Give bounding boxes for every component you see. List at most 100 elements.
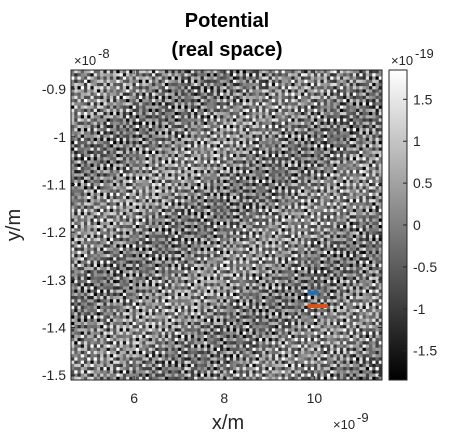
heatmap-cell bbox=[323, 102, 328, 106]
heatmap-cell bbox=[307, 70, 312, 74]
heatmap-cell bbox=[116, 205, 120, 210]
heatmap-cell bbox=[294, 221, 299, 226]
heatmap-cell bbox=[142, 183, 146, 187]
heatmap-cell bbox=[181, 99, 185, 103]
heatmap-cell bbox=[103, 225, 107, 229]
heatmap-cell bbox=[365, 186, 370, 190]
heatmap-cell bbox=[103, 92, 107, 97]
heatmap-cell bbox=[119, 221, 124, 226]
heatmap-cell bbox=[326, 131, 331, 135]
heatmap-cell bbox=[317, 199, 321, 203]
heatmap-cell bbox=[126, 70, 130, 74]
heatmap-cell bbox=[275, 218, 279, 223]
heatmap-cell bbox=[155, 144, 159, 148]
heatmap-cell bbox=[80, 131, 85, 135]
heatmap-cell bbox=[90, 121, 95, 126]
heatmap-cell bbox=[83, 141, 88, 145]
heatmap-cell bbox=[343, 208, 347, 213]
heatmap-cell bbox=[190, 205, 195, 210]
heatmap-cell bbox=[313, 70, 318, 74]
heatmap-cell bbox=[216, 225, 221, 229]
heatmap-cell bbox=[93, 102, 98, 106]
heatmap-cell bbox=[271, 228, 276, 232]
heatmap-cell bbox=[142, 176, 146, 181]
heatmap-cell bbox=[297, 183, 302, 187]
heatmap-cell bbox=[333, 79, 337, 84]
heatmap-cell bbox=[207, 108, 211, 113]
heatmap-cell bbox=[375, 128, 380, 132]
heatmap-cell bbox=[330, 186, 334, 190]
heatmap-cell bbox=[304, 150, 308, 155]
heatmap-cell bbox=[281, 228, 286, 232]
heatmap-cell bbox=[139, 92, 143, 97]
heatmap-cell bbox=[239, 186, 244, 190]
heatmap-cell bbox=[236, 221, 240, 226]
heatmap-cell bbox=[139, 150, 143, 155]
heatmap-cell bbox=[369, 170, 373, 174]
heatmap-cell bbox=[346, 92, 350, 97]
heatmap-cell bbox=[177, 102, 182, 106]
heatmap-cell bbox=[239, 225, 244, 229]
heatmap-cell bbox=[307, 153, 312, 158]
heatmap-cell bbox=[242, 105, 247, 110]
heatmap-cell bbox=[359, 86, 363, 90]
heatmap-cell bbox=[220, 195, 224, 200]
heatmap-cell bbox=[262, 195, 266, 200]
heatmap-cell bbox=[203, 147, 208, 152]
heatmap-cell bbox=[330, 170, 334, 174]
heatmap-cell bbox=[71, 192, 75, 197]
heatmap-cell bbox=[122, 141, 127, 145]
heatmap-cell bbox=[304, 221, 308, 226]
heatmap-cell bbox=[216, 141, 221, 145]
heatmap-cell bbox=[151, 221, 156, 226]
heatmap-cell bbox=[304, 176, 308, 181]
heatmap-cell bbox=[171, 124, 176, 129]
heatmap-cell bbox=[226, 195, 231, 200]
heatmap-cell bbox=[96, 79, 101, 84]
heatmap-cell bbox=[132, 195, 137, 200]
heatmap-cell bbox=[323, 157, 328, 161]
heatmap-cell bbox=[200, 221, 205, 226]
heatmap-cell bbox=[113, 108, 117, 113]
heatmap-cell bbox=[320, 121, 325, 126]
heatmap-cell bbox=[258, 163, 263, 168]
heatmap-cell bbox=[122, 166, 127, 171]
heatmap-cell bbox=[252, 102, 257, 106]
heatmap-cell bbox=[255, 121, 260, 126]
heatmap-cell bbox=[168, 70, 172, 74]
heatmap-cell bbox=[197, 173, 201, 177]
heatmap-cell bbox=[207, 131, 211, 135]
heatmap-cell bbox=[174, 212, 179, 216]
heatmap-cell bbox=[74, 73, 78, 77]
heatmap-cell bbox=[106, 86, 111, 90]
heatmap-cell bbox=[126, 183, 130, 187]
heatmap-cell bbox=[184, 102, 188, 106]
heatmap-cell bbox=[93, 70, 98, 74]
heatmap-cell bbox=[87, 205, 91, 210]
heatmap-cell bbox=[288, 205, 292, 210]
heatmap-cell bbox=[326, 221, 331, 226]
heatmap-cell bbox=[239, 189, 244, 194]
heatmap-cell bbox=[239, 173, 244, 177]
heatmap-cell bbox=[122, 153, 127, 158]
heatmap-cell bbox=[142, 141, 146, 145]
heatmap-cell bbox=[352, 208, 357, 213]
heatmap-cell bbox=[122, 99, 127, 103]
heatmap-cell bbox=[158, 99, 163, 103]
heatmap-cell bbox=[275, 141, 279, 145]
heatmap-cell bbox=[122, 150, 127, 155]
heatmap-cell bbox=[313, 102, 318, 106]
heatmap-cell bbox=[362, 99, 367, 103]
heatmap-cell bbox=[132, 99, 137, 103]
heatmap-cell bbox=[320, 163, 325, 168]
heatmap-cell bbox=[301, 202, 305, 206]
heatmap-cell bbox=[126, 79, 130, 84]
heatmap-cell bbox=[275, 166, 279, 171]
heatmap-cell bbox=[330, 121, 334, 126]
heatmap-cell bbox=[301, 189, 305, 194]
heatmap-cell bbox=[375, 218, 380, 223]
heatmap-cell bbox=[326, 128, 331, 132]
heatmap-cell bbox=[258, 166, 263, 171]
heatmap-cell bbox=[213, 202, 218, 206]
heatmap-cell bbox=[278, 208, 282, 213]
